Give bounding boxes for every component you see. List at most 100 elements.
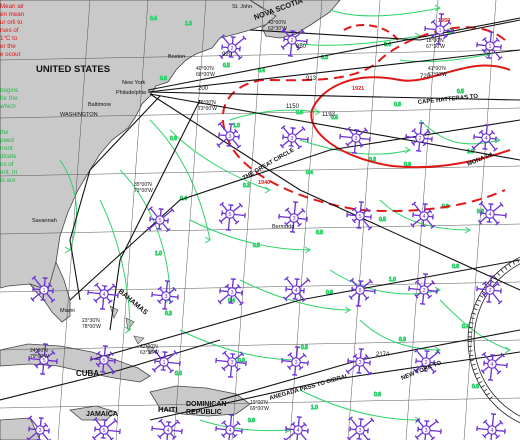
wind-rose-calm-count: 4	[484, 136, 487, 142]
current-arrow-icon	[439, 299, 511, 351]
current-arrow-icon	[119, 169, 171, 301]
current-speed-mark: 0.5	[331, 115, 338, 121]
legend-text-line: rses of	[0, 27, 19, 34]
label-haiti: HAITI	[158, 405, 178, 414]
label-republic: REPUBLIC	[186, 409, 222, 416]
coord-label: 69°00'W	[250, 406, 269, 412]
route-line	[147, 17, 520, 91]
wind-rose-calm-count: 3	[230, 360, 233, 366]
current-speed-mark: 0.5	[223, 63, 230, 69]
current-speed-mark: 0.4	[384, 42, 391, 48]
wind-rose-calm-count: 4	[490, 428, 493, 434]
current-speed-mark: 0.6	[404, 162, 411, 168]
wind-rose-calm-count: 5	[102, 428, 105, 434]
parallel-line	[0, 397, 520, 409]
current-arrowhead-icon	[504, 346, 511, 354]
wind-rose-icon: 3	[339, 126, 371, 154]
wind-rose-icon: 5	[91, 417, 121, 440]
wind-rose-calm-count: 5	[158, 218, 161, 224]
compass-tick	[489, 396, 493, 400]
wind-rose-icon: 3	[217, 278, 244, 306]
coord-label: 43°00'N	[268, 20, 286, 26]
current-arrow-icon	[199, 419, 291, 432]
current-arrowhead-icon	[314, 108, 321, 116]
shipping-routes	[0, 17, 520, 421]
coord-label: 23°30'N	[82, 318, 100, 324]
compass-tick	[493, 275, 497, 280]
parallel-line	[0, 339, 520, 351]
current-arrow-icon	[399, 53, 491, 63]
wind-rose-icon: 1	[151, 349, 181, 374]
meridian-line	[115, 0, 149, 440]
legend-text-line: for the	[0, 95, 18, 102]
current-speed-mark: 0.6	[326, 290, 333, 296]
distance-label: 850	[296, 44, 307, 50]
current-arrowhead-icon	[124, 326, 131, 334]
wind-rose-icon: 5	[346, 201, 373, 231]
current-speed-mark: 0.5	[253, 243, 260, 249]
legend-text-line: e ocour	[0, 51, 21, 58]
legend-text-line: peed	[0, 137, 14, 144]
city-bermuda: Bermuda	[272, 224, 295, 230]
current-speed-mark: 0.8	[160, 76, 167, 82]
compass-tick	[477, 299, 482, 302]
current-arrow-icon	[149, 119, 211, 241]
wind-rose-calm-count: 1	[488, 44, 491, 50]
wind-rose-icon: 2	[280, 27, 308, 57]
wind-rose-calm-count: 4	[294, 288, 297, 294]
current-speed-mark: 0.6	[248, 418, 255, 424]
ocean-currents: 0.4 0.5 0.6 0.3 0.8 1.0 0.4 0.5 0.6 0.3 0.8 1.0 0.4 0…	[59, 4, 511, 434]
parallel-line	[0, 49, 520, 61]
wind-rose-calm-count: 3	[164, 294, 167, 300]
city-miami: Miami	[60, 308, 75, 314]
current-speed-mark: 0.6	[170, 136, 177, 142]
wind-rose-calm-count: 3	[228, 134, 231, 140]
compass-tick	[474, 372, 479, 375]
current-arrow-icon	[299, 139, 411, 155]
coord-label: 38°00'N	[198, 100, 216, 106]
compass-tick	[475, 303, 480, 306]
legend-text-line: Mean air	[0, 3, 24, 10]
wind-rose-calm-count: 4	[488, 212, 491, 218]
iceberg-year: 1940	[258, 180, 270, 186]
wind-rose-calm-count: 8	[358, 288, 361, 294]
current-speed-mark: 1.0	[155, 251, 162, 257]
wind-rose-icon: 5	[147, 206, 175, 233]
current-speed-mark: 1.0	[311, 405, 318, 411]
label-jamaica: JAMAICA	[86, 411, 118, 418]
compass-tick	[500, 269, 504, 273]
coord-label: 57°00'W	[428, 72, 447, 78]
coord-label: 79°00'W	[30, 354, 49, 360]
wind-rose-calm-count: 3	[294, 360, 297, 366]
wind-rose-calm-count: 4	[422, 214, 425, 220]
wind-rose-calm-count: 3	[358, 360, 361, 366]
meridian-line	[231, 0, 265, 440]
current-arrow-icon	[99, 199, 131, 331]
current-speed-mark: 0.4	[258, 68, 265, 74]
current-arrowhead-icon	[404, 146, 411, 154]
current-arrow-icon	[239, 279, 351, 311]
city-baltimore: Baltimore	[88, 102, 111, 108]
route-line	[89, 259, 520, 361]
current-speed-mark: 0.8	[472, 384, 479, 390]
wind-rose-calm-count: 4	[228, 428, 231, 434]
lower-left-land	[0, 417, 41, 440]
city-washington: WASHINGTON	[60, 112, 98, 118]
current-arrow-icon	[189, 219, 311, 251]
coord-label: 68°00'W	[196, 72, 215, 78]
current-speed-mark: 0.5	[379, 217, 386, 223]
distance-label: 1193	[322, 112, 336, 118]
label-dominican: DOMINICAN	[186, 401, 226, 408]
iceberg-limit-short	[343, 24, 399, 41]
current-speed-mark: 0.6	[374, 392, 381, 398]
cuba-land	[0, 343, 151, 383]
route-line	[69, 119, 520, 301]
compass-tick	[496, 272, 501, 276]
wind-rose-calm-count: 5	[358, 214, 361, 220]
current-speed-mark: 1.0	[467, 149, 474, 155]
distance-label: 2174	[376, 352, 390, 358]
current-speed-mark: 0.3	[243, 183, 250, 189]
current-arrowhead-icon	[484, 50, 491, 58]
route-line	[69, 95, 161, 301]
